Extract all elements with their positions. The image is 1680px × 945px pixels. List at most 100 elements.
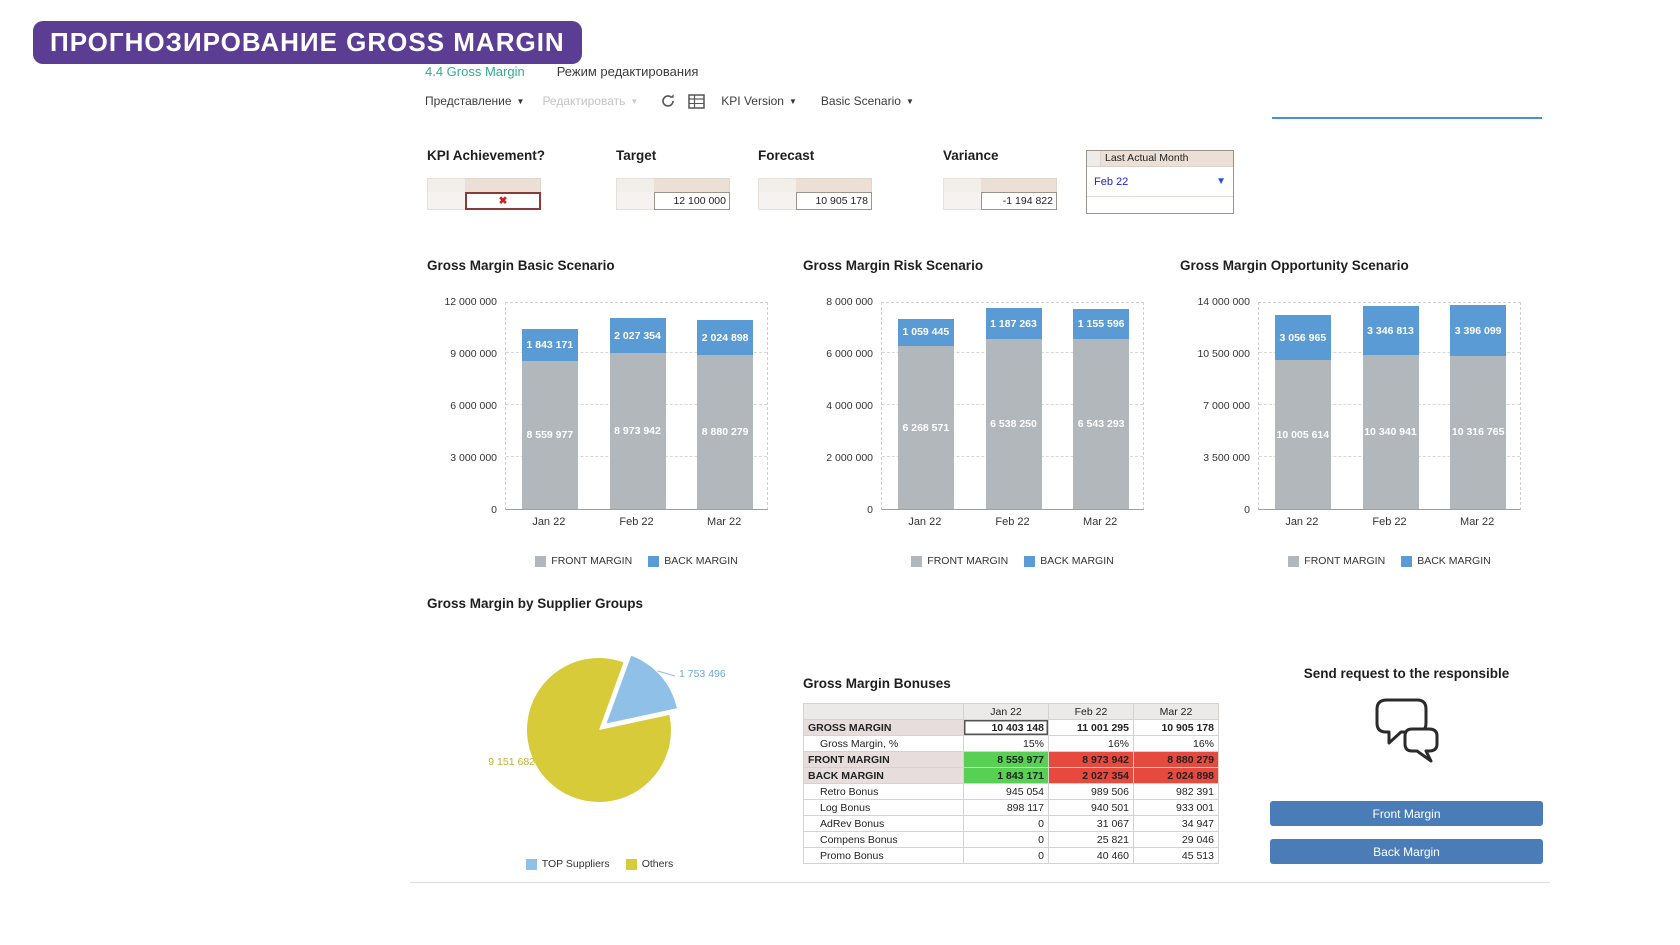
table-col-header: Feb 22 (1048, 703, 1134, 720)
table-cell[interactable]: 933 001 (1133, 799, 1219, 816)
kpi-version-dropdown[interactable]: KPI Version ▼ (721, 94, 797, 108)
scenario-dropdown[interactable]: Basic Scenario ▼ (821, 94, 914, 108)
bar-segment-front-margin[interactable]: 10 340 941 (1362, 355, 1419, 509)
table-cell[interactable]: 8 880 279 (1133, 751, 1219, 768)
legend-item[interactable]: TOP Suppliers (525, 858, 610, 870)
edit-dropdown: Редактировать ▼ (542, 94, 638, 108)
tab-gross-margin[interactable]: 4.4 Gross Margin (425, 64, 525, 79)
legend-item[interactable]: FRONT MARGIN (911, 555, 1008, 567)
refresh-icon[interactable] (660, 93, 676, 109)
table-cell[interactable]: 16% (1133, 735, 1219, 752)
legend-item[interactable]: FRONT MARGIN (1288, 555, 1385, 567)
last-actual-month-dropdown[interactable]: Feb 22 ▼ (1087, 167, 1233, 197)
back-margin-button[interactable]: Back Margin (1270, 839, 1543, 864)
request-panel: Send request to the responsible Front Ma… (1270, 666, 1543, 864)
table-cell[interactable]: 0 (963, 831, 1049, 848)
row-label[interactable]: AdRev Bonus (803, 815, 964, 832)
table-cell[interactable]: 15% (963, 735, 1049, 752)
bar-segment-front-margin[interactable]: 6 268 571 (897, 346, 954, 509)
chart-risk-scenario: Gross Margin Risk Scenario 0 2 000 000 4 0… (803, 258, 1148, 567)
bar-segment-back-margin[interactable]: 1 187 263 (985, 308, 1042, 340)
table-cell[interactable]: 31 067 (1048, 815, 1134, 832)
kpi-variance-value[interactable]: -1 194 822 (981, 192, 1057, 210)
row-label[interactable]: Compens Bonus (803, 831, 964, 848)
table-cell[interactable]: 945 054 (963, 783, 1049, 800)
table-cell[interactable]: 8 973 942 (1048, 751, 1134, 768)
table-cell[interactable]: 1 843 171 (963, 767, 1049, 784)
stacked-bar[interactable]: 1 059 445 6 268 571 (897, 318, 954, 509)
last-actual-month-widget: Last Actual Month Feb 22 ▼ (1086, 150, 1234, 214)
stacked-bar[interactable]: 3 056 965 10 005 614 (1274, 314, 1331, 509)
bar-segment-front-margin[interactable]: 10 316 765 (1450, 355, 1507, 509)
table-cell[interactable]: 0 (963, 847, 1049, 864)
legend-swatch-icon (1024, 555, 1036, 567)
row-label[interactable]: Promo Bonus (803, 847, 964, 864)
bar-segment-front-margin[interactable]: 8 973 942 (609, 353, 666, 509)
legend-item[interactable]: BACK MARGIN (648, 555, 738, 567)
bar-segment-front-margin[interactable]: 8 880 279 (697, 355, 754, 509)
table-cell[interactable]: 34 947 (1133, 815, 1219, 832)
grid-corner-cell (758, 178, 796, 192)
bar-segment-front-margin[interactable]: 10 005 614 (1274, 360, 1331, 509)
bar-segment-back-margin[interactable]: 3 056 965 (1274, 314, 1331, 361)
bar-segment-front-margin[interactable]: 8 559 977 (521, 360, 578, 509)
table-cell[interactable]: 45 513 (1133, 847, 1219, 864)
chart-title: Gross Margin Basic Scenario (427, 258, 615, 273)
stacked-bar[interactable]: 1 187 263 6 538 250 (985, 308, 1042, 509)
bar-segment-back-margin[interactable]: 1 059 445 (897, 318, 954, 347)
input-underline[interactable] (1272, 117, 1542, 119)
legend-item[interactable]: Others (625, 858, 673, 870)
chevron-down-icon: ▼ (788, 96, 797, 106)
kpi-achievement-grid: ✖ (427, 178, 545, 210)
stacked-bar[interactable]: 2 027 354 8 973 942 (609, 318, 666, 509)
table-cell[interactable]: 29 046 (1133, 831, 1219, 848)
front-margin-button[interactable]: Front Margin (1270, 801, 1543, 826)
stacked-bar[interactable]: 3 346 813 10 340 941 (1362, 305, 1419, 509)
table-cell[interactable]: 40 460 (1048, 847, 1134, 864)
y-axis-tick: 2 000 000 (826, 452, 873, 464)
kpi-achievement-value[interactable]: ✖ (465, 192, 541, 210)
kpi-forecast-value[interactable]: 10 905 178 (796, 192, 872, 210)
legend-item[interactable]: FRONT MARGIN (535, 555, 632, 567)
table-cell[interactable]: 898 117 (963, 799, 1049, 816)
pie-slice-others[interactable] (526, 657, 671, 802)
bar-segment-front-margin[interactable]: 6 543 293 (1073, 338, 1130, 509)
table-cell[interactable]: 8 559 977 (963, 751, 1049, 768)
row-label[interactable]: BACK MARGIN (803, 767, 964, 784)
table-cell[interactable]: 16% (1048, 735, 1134, 752)
bar-segment-front-margin[interactable]: 6 538 250 (985, 339, 1042, 509)
bar-segment-back-margin[interactable]: 1 155 596 (1073, 308, 1130, 339)
table-cell[interactable]: 940 501 (1048, 799, 1134, 816)
table-cell[interactable]: 25 821 (1048, 831, 1134, 848)
view-dropdown[interactable]: Представление ▼ (425, 94, 524, 108)
stacked-bar[interactable]: 2 024 898 8 880 279 (697, 319, 754, 509)
row-label[interactable]: Gross Margin, % (803, 735, 964, 752)
stacked-bar[interactable]: 3 396 099 10 316 765 (1450, 305, 1507, 509)
stacked-bar[interactable]: 1 843 171 8 559 977 (521, 328, 578, 509)
table-cell[interactable]: 11 001 295 (1048, 719, 1134, 736)
legend-item[interactable]: BACK MARGIN (1401, 555, 1491, 567)
bar-segment-back-margin[interactable]: 1 843 171 (521, 328, 578, 361)
table-icon[interactable] (688, 93, 706, 109)
row-label[interactable]: GROSS MARGIN (803, 719, 964, 736)
pie-slice-top-suppliers[interactable] (606, 655, 677, 724)
table-cell[interactable]: 989 506 (1048, 783, 1134, 800)
table-cell[interactable]: 2 024 898 (1133, 767, 1219, 784)
table-cell[interactable]: 0 (963, 815, 1049, 832)
bar-segment-back-margin[interactable]: 3 396 099 (1450, 305, 1507, 356)
table-cell[interactable]: 10 905 178 (1133, 719, 1219, 736)
legend-label: FRONT MARGIN (927, 555, 1009, 567)
table-cell[interactable]: 982 391 (1133, 783, 1219, 800)
row-label[interactable]: FRONT MARGIN (803, 751, 964, 768)
tab-edit-mode[interactable]: Режим редактирования (556, 64, 699, 79)
row-label[interactable]: Log Bonus (803, 799, 964, 816)
row-label[interactable]: Retro Bonus (803, 783, 964, 800)
kpi-target-value[interactable]: 12 100 000 (654, 192, 730, 210)
legend-item[interactable]: BACK MARGIN (1024, 555, 1114, 567)
bar-segment-back-margin[interactable]: 2 024 898 (697, 319, 754, 356)
bar-segment-back-margin[interactable]: 3 346 813 (1362, 305, 1419, 356)
bar-segment-back-margin[interactable]: 2 027 354 (609, 318, 666, 354)
table-cell[interactable]: 10 403 148 (963, 719, 1049, 736)
table-cell[interactable]: 2 027 354 (1048, 767, 1134, 784)
stacked-bar[interactable]: 1 155 596 6 543 293 (1073, 308, 1130, 509)
